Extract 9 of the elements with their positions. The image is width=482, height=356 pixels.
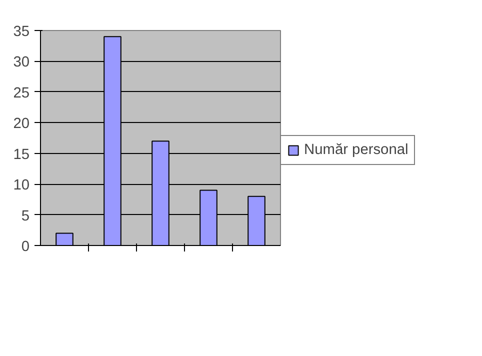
y-tick-label: 25 [13,85,30,102]
y-tick-label: 10 [13,178,30,194]
y-tick-label: 0 [21,239,30,255]
y-tick-label: 5 [21,208,30,224]
y-tick-label: 20 [13,116,30,132]
legend-label: Număr personal [304,142,408,158]
y-tick-label: 35 [13,24,30,40]
y-tick-label: 30 [13,54,30,71]
y-tick-label: 15 [13,146,30,163]
